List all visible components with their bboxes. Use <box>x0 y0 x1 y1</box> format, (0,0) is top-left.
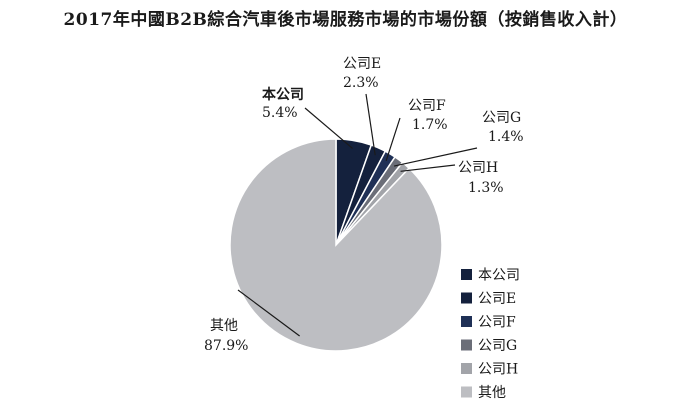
legend-swatch-3 <box>461 339 472 351</box>
leader-line-1 <box>365 93 376 156</box>
slice-label-name-2: 公司F <box>408 98 446 114</box>
slice-label-value-0: 5.4% <box>262 105 298 121</box>
legend-swatch-2 <box>461 316 472 327</box>
slice-label-name-3: 公司G <box>482 110 521 126</box>
legend-swatch-4 <box>461 363 472 374</box>
legend-label-4: 公司H <box>478 362 518 378</box>
legend-swatch-0 <box>461 269 472 280</box>
slice-label-value-5: 87.9% <box>204 338 248 354</box>
legend-label-1: 公司E <box>478 291 516 307</box>
slice-label-value-1: 2.3% <box>343 75 379 91</box>
legend-label-2: 公司F <box>478 315 516 331</box>
slice-label-value-3: 1.4% <box>488 129 524 145</box>
slice-label-name-0: 本公司 <box>262 86 304 103</box>
slice-label-value-2: 1.7% <box>412 117 448 133</box>
leader-line-5 <box>237 289 300 337</box>
legend-label-3: 公司G <box>478 338 517 354</box>
pie-slice-5 <box>229 138 443 352</box>
leader-line-4 <box>400 164 456 172</box>
slice-label-value-4: 1.3% <box>468 180 504 196</box>
legend-swatch-1 <box>461 292 472 304</box>
legend-label-0: 本公司 <box>478 268 520 284</box>
leader-line-0 <box>304 107 353 149</box>
leader-line-2 <box>385 117 401 161</box>
slice-label-name-4: 公司H <box>458 160 498 176</box>
slice-label-name-5: 其他 <box>210 318 238 334</box>
legend-swatch-5 <box>461 386 472 398</box>
leader-line-3 <box>393 147 478 167</box>
legend-label-5: 其他 <box>478 385 506 401</box>
slice-label-name-1: 公司E <box>343 56 381 72</box>
chart-title: 2017年中國B2B綜合汽車後市場服務市場的市場份額（按銷售收入計） <box>63 10 628 30</box>
